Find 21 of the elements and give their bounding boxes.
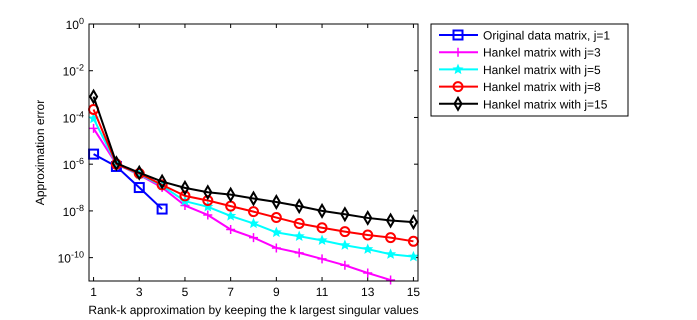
x-tick-label: 13 [361,285,375,299]
y-axis-title: Approximation error [33,100,47,206]
x-tick-label: 7 [227,285,234,299]
x-tick-label: 3 [136,285,143,299]
y-tick-label: 10$^{-6}$ [62,156,84,172]
x-tick-label: 5 [182,285,189,299]
x-axis-title: Rank-k approximation by keeping the k largest singular values [88,303,419,317]
x-tick-label: 15 [406,285,420,299]
x-tick-label: 1 [90,285,98,299]
legend-label: Hankel matrix with j=15 [483,97,608,112]
legend-label: Hankel matrix with j=5 [483,62,602,77]
y-tick-label: 10$^{-8}$ [62,202,84,219]
legend-label: Original data matrix, j=1 [483,28,610,42]
y-tick-label: 10$^{-2}$ [62,62,84,79]
x-tick-label: 11 [316,285,329,299]
y-tick-label: 10$^{0}$ [66,16,84,32]
x-tick-label: 9 [273,285,280,299]
y-tick-label: 10$^{-4}$ [62,109,84,126]
y-tick-label: 10$^{-10}$ [58,250,84,266]
legend-label: Hankel matrix with j=8 [483,80,602,94]
legend-label: Hankel matrix with j=3 [483,46,602,60]
